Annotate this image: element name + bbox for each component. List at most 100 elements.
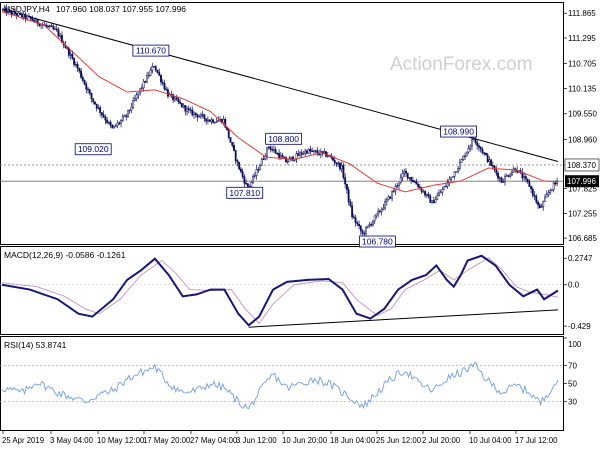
candle-body	[61, 35, 63, 43]
candle-body	[398, 182, 400, 187]
candle-body	[54, 28, 56, 30]
annotation-box	[226, 186, 264, 199]
candle-body	[351, 205, 354, 218]
candle-body	[455, 171, 458, 173]
candle-body	[206, 119, 209, 122]
annotation-box	[358, 235, 396, 248]
candle-body	[332, 157, 334, 161]
candle-body	[361, 230, 364, 234]
candle-body	[215, 121, 218, 123]
candle-body	[431, 200, 433, 203]
candle-body	[464, 155, 466, 158]
candle-body	[385, 199, 388, 202]
candle-body	[100, 112, 103, 115]
candle-body	[266, 147, 268, 157]
candle-body	[92, 98, 95, 103]
candle-body	[151, 66, 154, 71]
x-axis-label: 10 Jun 20:00	[282, 436, 328, 445]
candle-body	[377, 210, 380, 215]
x-axis-label: 25 Jun 12:00	[376, 436, 422, 445]
candle-body	[125, 115, 128, 117]
candle-body	[458, 162, 461, 169]
candle-body	[410, 177, 413, 181]
macd-axis-label: 0.0	[568, 281, 580, 290]
candle-body	[31, 18, 34, 21]
candle-body	[471, 139, 473, 147]
candle-body	[127, 109, 129, 117]
candle-body	[180, 103, 183, 108]
rsi-title: RSI(14) 53.8741	[4, 340, 67, 350]
rsi-axis-label: 100	[568, 340, 582, 349]
candle-body	[478, 145, 480, 148]
candle-body	[196, 114, 199, 118]
candle-body	[175, 97, 178, 100]
candle-body	[472, 138, 475, 140]
candle-body	[300, 152, 303, 155]
candle-body	[165, 88, 168, 91]
candle-body	[201, 114, 204, 116]
candle-body	[549, 190, 552, 194]
x-axis-label: 3 Jun 12:00	[236, 436, 277, 445]
candle-body	[306, 150, 308, 154]
candle-body	[392, 190, 395, 193]
x-axis-label: 10 Jul 04:00	[469, 436, 512, 445]
candle-body	[85, 83, 88, 90]
candle-body	[540, 206, 543, 208]
candle-body	[438, 192, 440, 197]
candle-body	[106, 119, 109, 123]
candle-body	[147, 75, 150, 77]
candle-body	[22, 13, 25, 18]
candle-body	[99, 107, 102, 113]
candle-body	[3, 7, 6, 10]
candle-body	[182, 105, 185, 108]
x-axis-label: 2 Jul 20:00	[422, 436, 461, 445]
candle-body	[403, 170, 406, 174]
price-panel-frame	[0, 2, 564, 245]
candle-body	[8, 9, 11, 12]
candle-body	[406, 172, 409, 179]
candle-body	[271, 149, 274, 151]
candle-body	[316, 150, 319, 154]
annotation-box	[74, 143, 112, 156]
candle-body	[391, 191, 393, 199]
candle-body	[415, 181, 418, 185]
macd-panel-frame	[0, 246, 564, 335]
candle-body	[349, 201, 352, 207]
candle-body	[526, 178, 529, 182]
candle-body	[234, 150, 237, 161]
candle-body	[467, 148, 470, 153]
candle-body	[523, 176, 526, 179]
x-axis-label: 25 Apr 2019	[2, 436, 44, 445]
candle-body	[448, 178, 451, 183]
candle-body	[551, 189, 553, 191]
candle-body	[116, 122, 119, 126]
candle-body	[278, 153, 281, 159]
candle-body	[15, 13, 18, 16]
candle-body	[500, 177, 503, 183]
candle-body	[255, 169, 258, 176]
candle-body	[95, 103, 98, 109]
candle-body	[538, 204, 541, 208]
candle-body	[48, 25, 51, 27]
candle-body	[198, 116, 201, 118]
candle-body	[184, 105, 187, 112]
candle-body	[111, 124, 114, 129]
candle-body	[347, 189, 350, 203]
candle-body	[288, 157, 291, 162]
macd-axis-label: 0.2747	[568, 254, 593, 263]
price-annotation: 107.810	[226, 186, 264, 199]
moving-average-line	[1, 11, 559, 193]
macd-line	[1, 254, 559, 327]
candle-body	[521, 172, 524, 179]
candle-body	[94, 101, 96, 105]
candle-body	[511, 171, 513, 176]
candle-body	[161, 81, 164, 84]
candle-body	[274, 149, 277, 154]
candle-body	[34, 18, 37, 22]
candle-body	[137, 92, 140, 96]
candle-body	[309, 148, 312, 152]
candle-body	[107, 121, 110, 124]
candle-body	[267, 146, 270, 149]
annotation-box	[265, 132, 302, 145]
